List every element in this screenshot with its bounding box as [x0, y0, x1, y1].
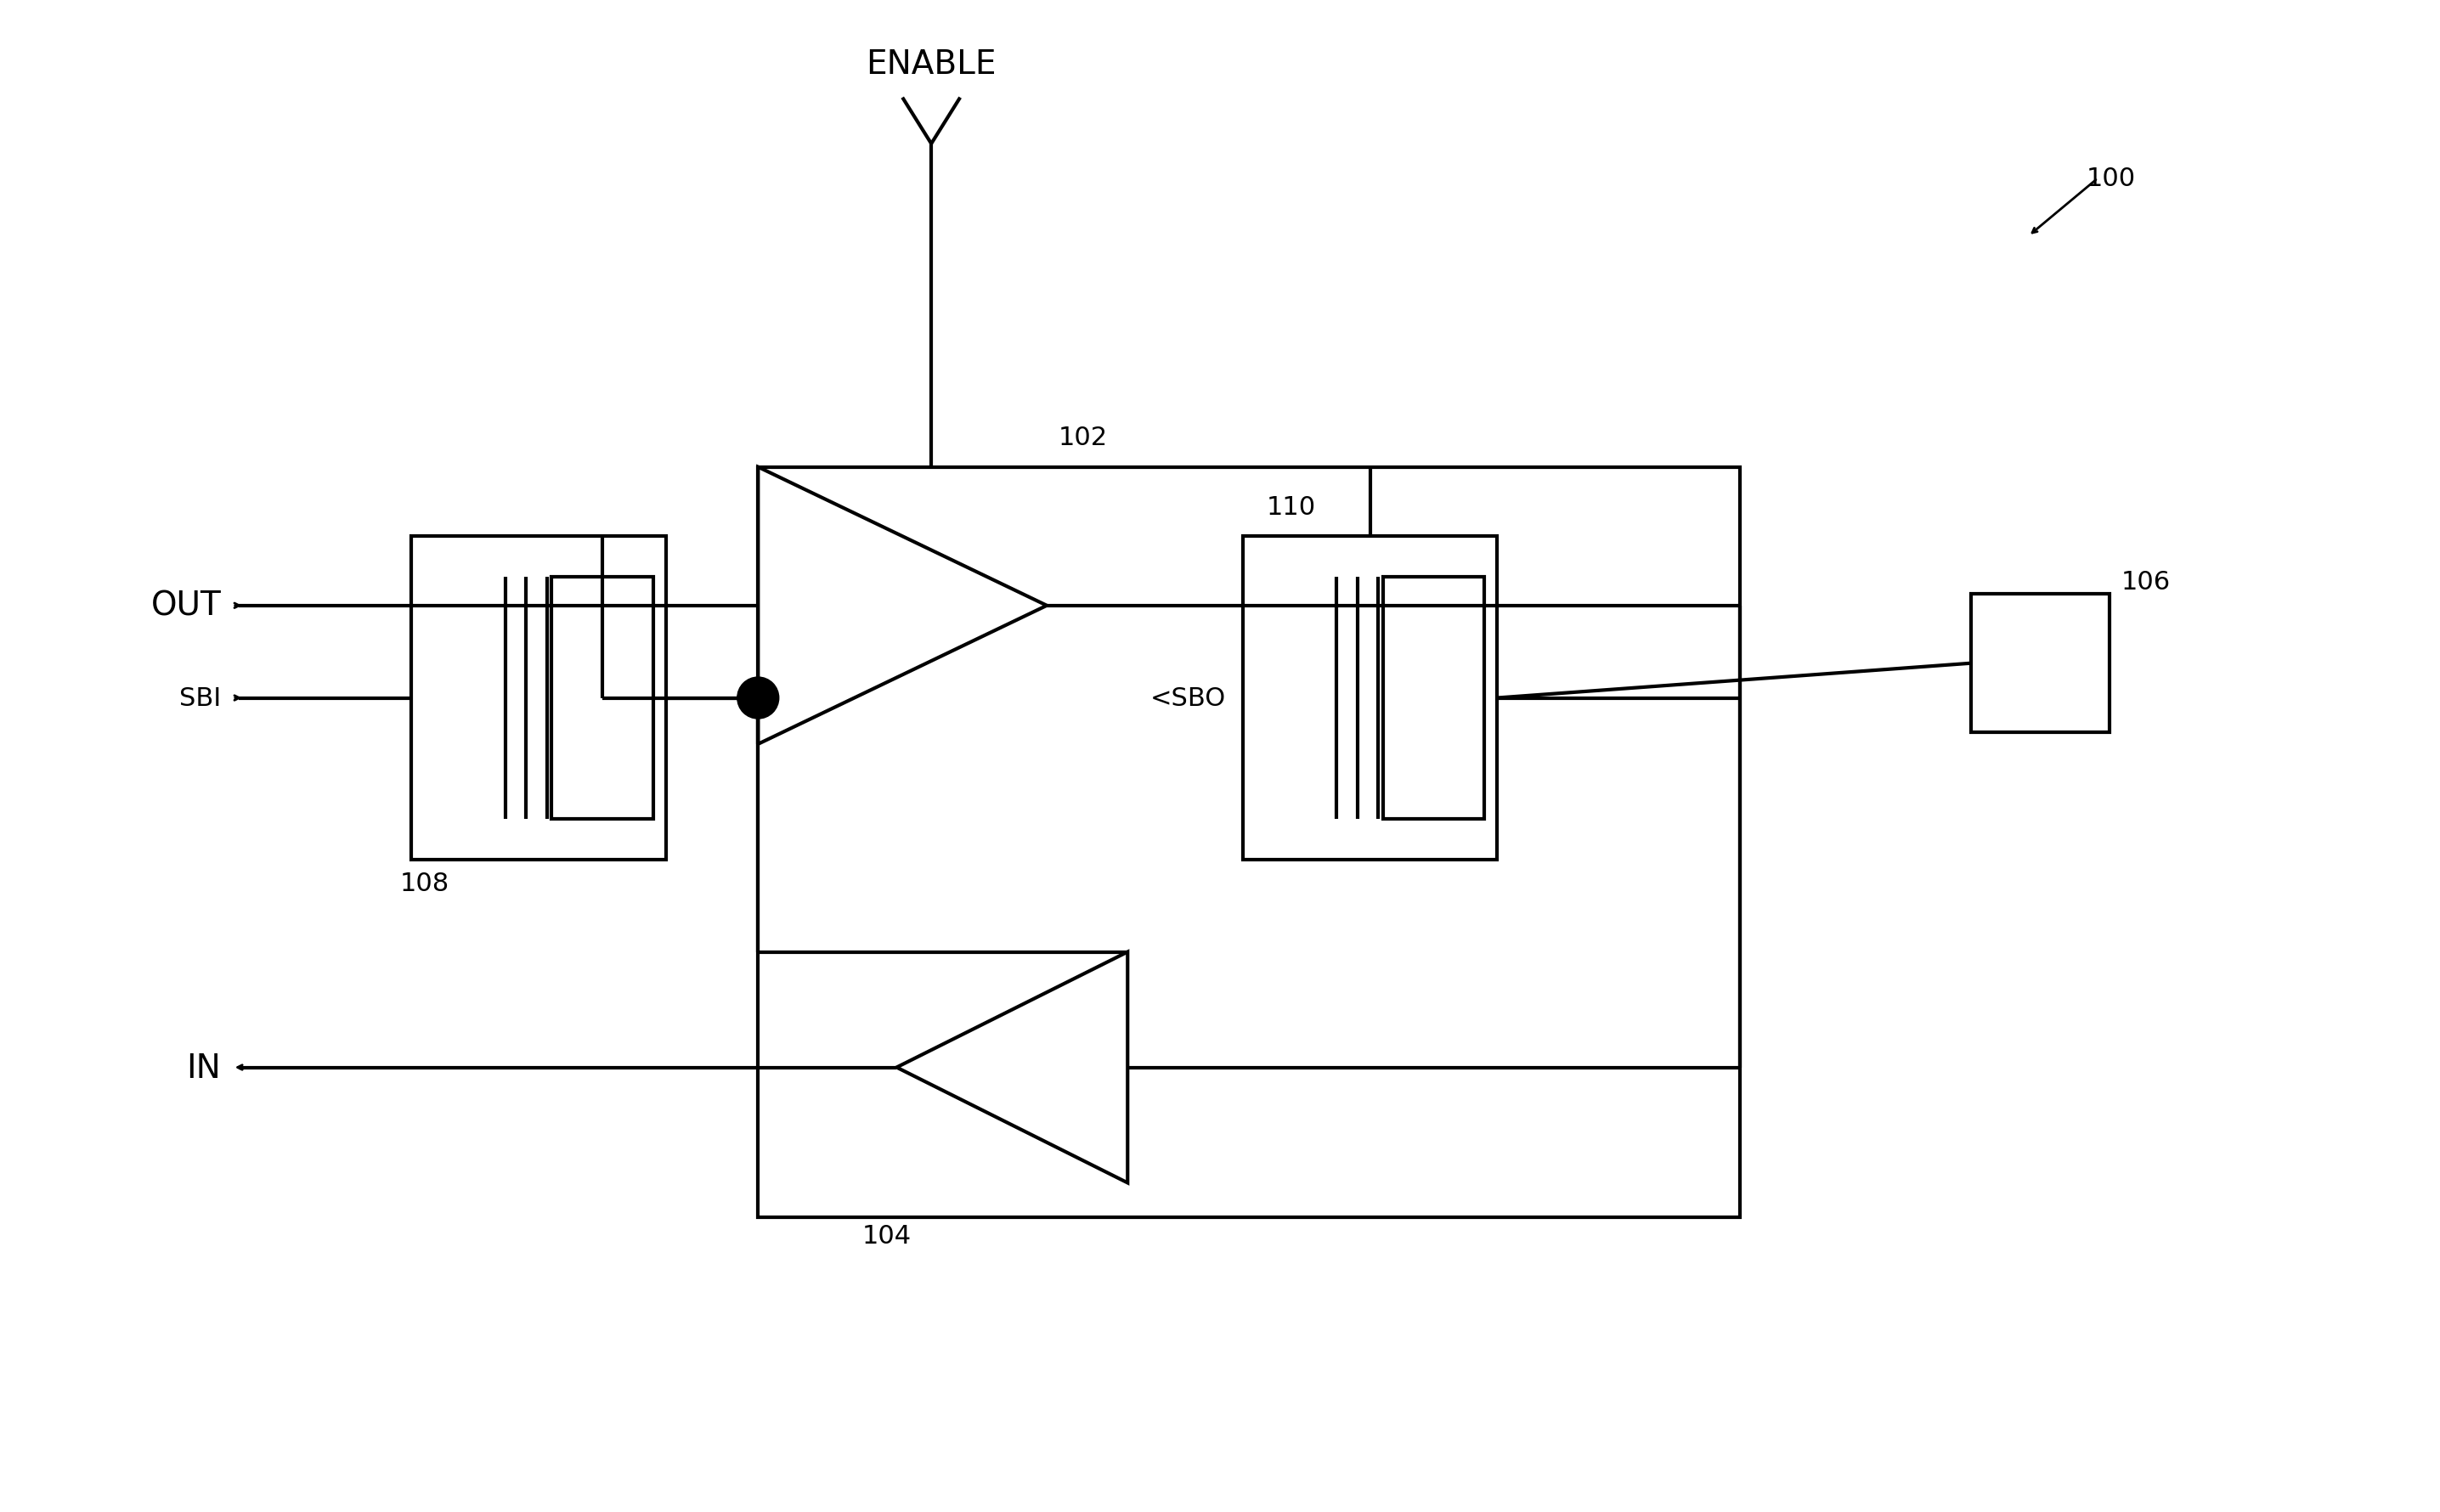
Text: ENABLE: ENABLE — [866, 48, 996, 82]
Bar — [1383, 578, 1484, 820]
Text: SBI: SBI — [178, 686, 222, 711]
Text: IN: IN — [185, 1051, 222, 1084]
Text: 100: 100 — [2086, 166, 2135, 192]
Text: 102: 102 — [1059, 425, 1108, 451]
Bar — [412, 537, 666, 860]
Text: 106: 106 — [2120, 570, 2169, 594]
Bar — [1972, 594, 2108, 733]
Bar — [1242, 537, 1498, 860]
Circle shape — [737, 677, 778, 720]
Bar — [551, 578, 654, 820]
Text: 104: 104 — [861, 1223, 913, 1247]
Bar — [759, 467, 1740, 1217]
Text: 110: 110 — [1266, 494, 1315, 520]
Text: 108: 108 — [400, 871, 449, 897]
Text: <SBO: <SBO — [1149, 686, 1225, 711]
Text: OUT: OUT — [151, 590, 222, 621]
